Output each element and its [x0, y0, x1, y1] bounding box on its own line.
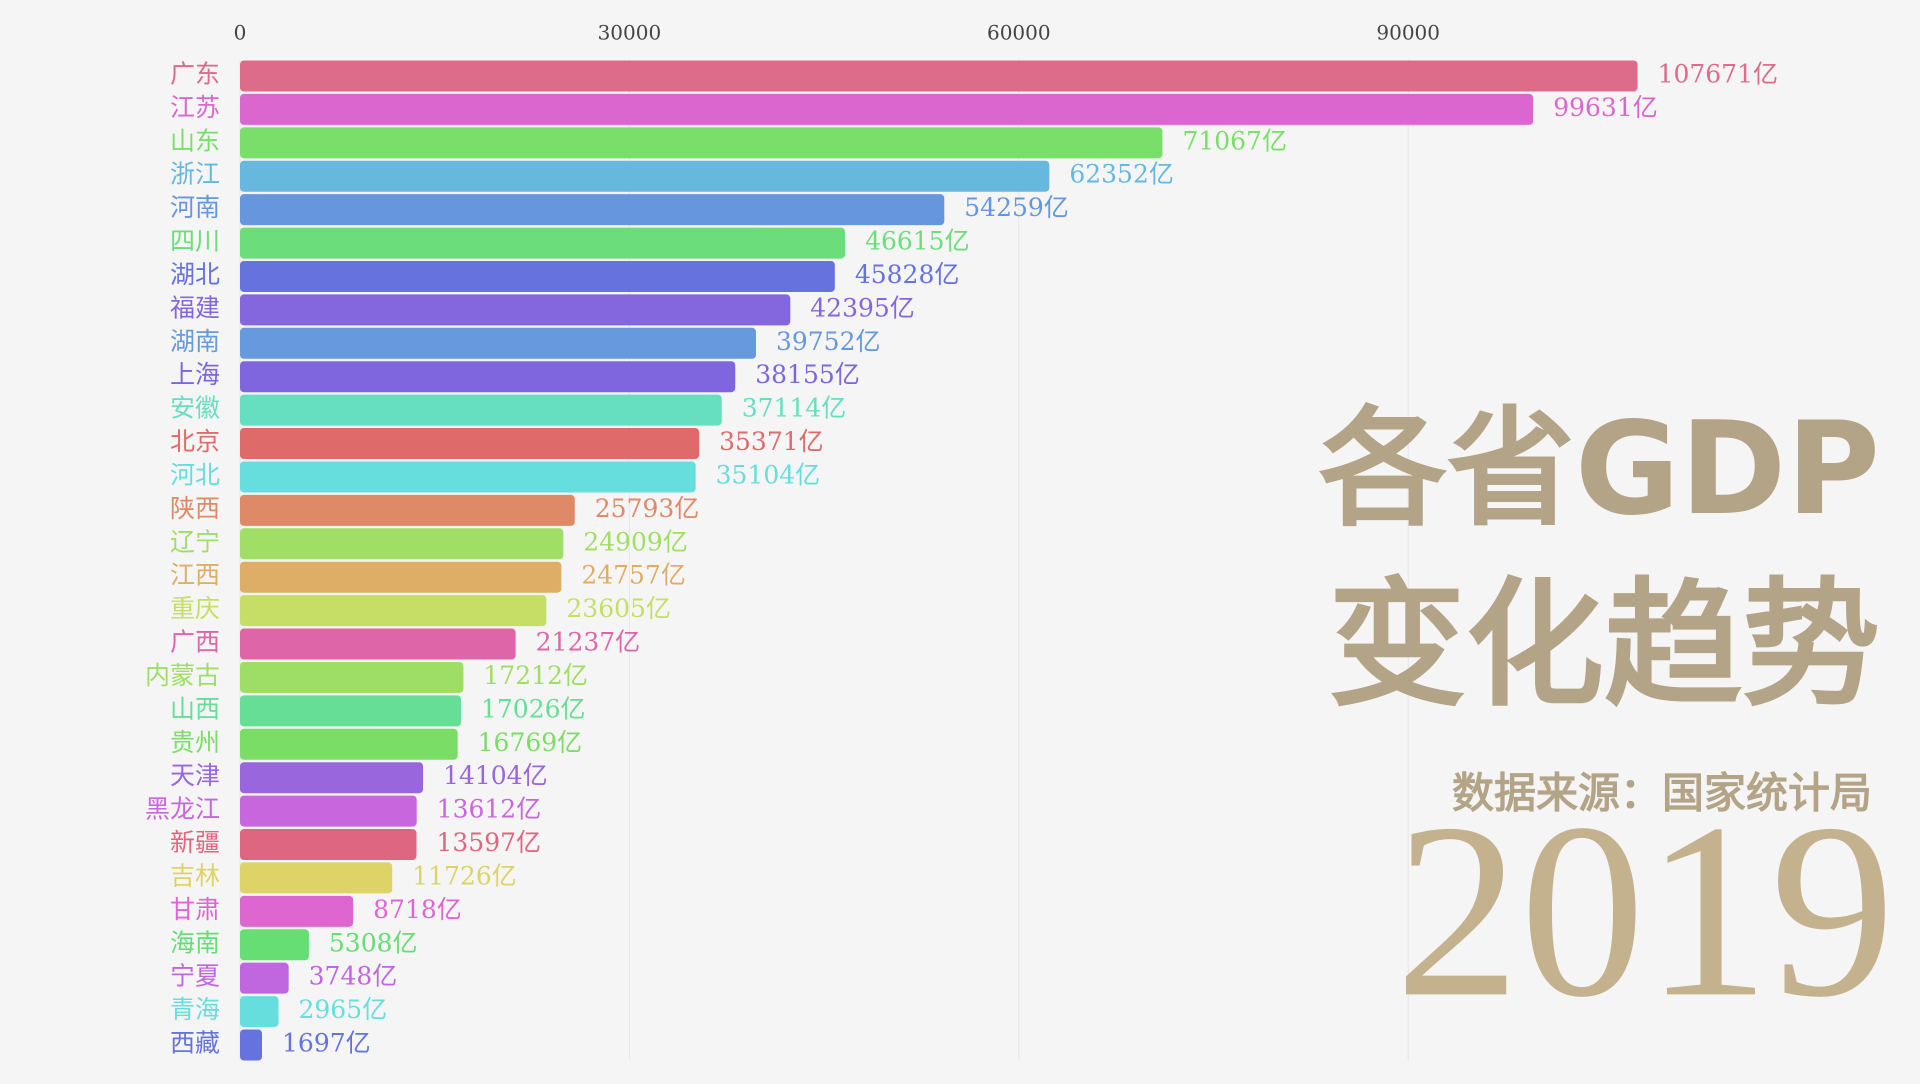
category-label: 黑龙江	[145, 795, 220, 824]
value-label: 38155亿	[755, 360, 860, 389]
value-label: 24757亿	[581, 561, 686, 590]
bar	[240, 595, 547, 627]
bar	[240, 260, 835, 292]
bar	[240, 862, 393, 894]
value-label: 39752亿	[776, 327, 881, 356]
category-label: 甘肃	[170, 895, 220, 924]
bar	[240, 996, 279, 1028]
category-label: 吉林	[170, 861, 220, 890]
category-label: 江苏	[170, 93, 220, 122]
category-label: 山西	[170, 694, 220, 723]
value-label: 17026亿	[481, 694, 586, 723]
bar	[240, 561, 562, 593]
value-label: 35104亿	[716, 460, 821, 489]
category-label: 天津	[170, 761, 220, 790]
bar	[240, 160, 1050, 192]
value-label: 5308亿	[329, 928, 418, 957]
bar	[240, 93, 1534, 125]
bar	[240, 227, 846, 259]
bar	[240, 127, 1163, 159]
value-label: 14104亿	[443, 761, 548, 790]
bar	[240, 795, 417, 827]
bar	[240, 762, 424, 794]
value-label: 16769亿	[478, 728, 583, 757]
bar	[240, 194, 945, 226]
bar	[240, 829, 417, 861]
value-label: 71067亿	[1182, 126, 1287, 155]
category-label: 湖北	[170, 260, 220, 289]
bar	[240, 695, 461, 727]
value-label: 35371亿	[719, 427, 824, 456]
bar	[240, 294, 791, 326]
bar	[240, 361, 736, 393]
bar	[240, 60, 1638, 92]
bar	[240, 728, 458, 760]
value-label: 25793亿	[595, 494, 700, 523]
value-label: 11726亿	[412, 861, 517, 890]
chart-subtitle: 变化趋势	[1328, 565, 1880, 726]
category-label: 四川	[170, 227, 220, 256]
category-label: 广西	[170, 628, 220, 657]
value-label: 46615亿	[865, 227, 970, 256]
category-label: 福建	[170, 293, 220, 322]
category-label: 内蒙古	[145, 661, 220, 690]
data-source: 数据来源：国家统计局	[1452, 769, 1872, 818]
bar	[240, 1029, 263, 1061]
category-label: 新疆	[170, 828, 220, 857]
category-label: 江西	[170, 561, 220, 590]
bar	[240, 428, 700, 460]
category-label: 河南	[170, 193, 220, 222]
category-label: 陕西	[170, 494, 220, 523]
chart-title: 各省GDP	[1319, 395, 1880, 544]
value-label: 45828亿	[855, 260, 960, 289]
value-label: 37114亿	[742, 394, 847, 423]
bar	[240, 494, 575, 526]
value-label: 2965亿	[298, 995, 387, 1024]
value-label: 42395亿	[810, 293, 915, 322]
category-label: 上海	[170, 360, 220, 389]
category-label: 重庆	[170, 594, 220, 623]
value-label: 23605亿	[566, 594, 671, 623]
value-label: 13597亿	[436, 828, 541, 857]
category-label: 宁夏	[170, 962, 220, 991]
category-label: 湖南	[170, 327, 220, 356]
bar	[240, 394, 722, 426]
value-label: 99631亿	[1553, 93, 1658, 122]
bar	[240, 461, 696, 493]
x-tick-label: 60000	[987, 21, 1051, 45]
x-tick-label: 0	[234, 21, 247, 45]
value-label: 3748亿	[309, 962, 398, 991]
bar	[240, 929, 309, 961]
bar	[240, 661, 464, 693]
category-label: 河北	[170, 460, 220, 489]
value-label: 13612亿	[437, 795, 542, 824]
value-label: 21237亿	[536, 628, 641, 657]
value-label: 107671亿	[1658, 60, 1778, 89]
bar	[240, 327, 756, 359]
year-label: 2019	[1395, 772, 1895, 1049]
category-label: 安徽	[170, 394, 220, 423]
category-label: 辽宁	[170, 527, 220, 556]
category-label: 贵州	[170, 728, 220, 757]
value-label: 8718亿	[373, 895, 462, 924]
x-tick-label: 30000	[598, 21, 662, 45]
bar	[240, 895, 354, 927]
category-label: 浙江	[170, 160, 220, 189]
x-tick-label: 90000	[1376, 21, 1440, 45]
bar	[240, 962, 289, 994]
category-label: 广东	[170, 60, 220, 89]
category-label: 山东	[170, 126, 220, 155]
value-label: 17212亿	[483, 661, 588, 690]
category-label: 北京	[170, 427, 220, 456]
bar	[240, 528, 564, 560]
bar	[240, 628, 516, 660]
value-label: 62352亿	[1069, 160, 1174, 189]
value-label: 54259亿	[964, 193, 1069, 222]
category-label: 西藏	[170, 1029, 220, 1058]
value-label: 1697亿	[282, 1029, 371, 1058]
value-label: 24909亿	[583, 527, 688, 556]
category-label: 海南	[170, 928, 220, 957]
category-label: 青海	[170, 995, 220, 1024]
